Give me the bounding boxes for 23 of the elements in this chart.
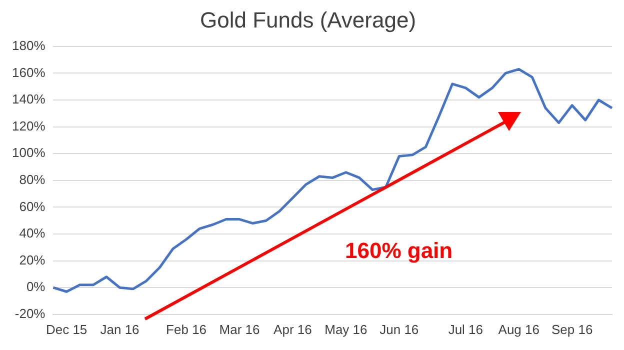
y-tick-label: 180% xyxy=(12,38,46,53)
x-tick-label: May 16 xyxy=(324,322,368,337)
x-tick-label: Sep 16 xyxy=(551,322,593,337)
y-tick-label: 40% xyxy=(19,226,46,241)
x-tick-label: Jul 16 xyxy=(448,322,484,337)
y-tick-label: 140% xyxy=(12,92,46,107)
y-tick-label: 0% xyxy=(26,279,46,294)
y-tick-label: -20% xyxy=(14,306,46,321)
x-tick-label: Jan 16 xyxy=(100,322,140,337)
y-tick-label: 20% xyxy=(19,252,46,268)
x-tick-label: Aug 16 xyxy=(498,322,540,337)
y-tick-label: 80% xyxy=(19,172,46,187)
y-tick-label: 100% xyxy=(12,145,46,160)
y-tick-label: 160% xyxy=(12,64,46,80)
x-tick-label: Feb 16 xyxy=(166,322,207,337)
x-tick-label: Jun 16 xyxy=(380,322,419,337)
y-tick-label: 120% xyxy=(12,118,46,134)
chart-title: Gold Funds (Average) xyxy=(200,7,416,32)
x-tick-label: Mar 16 xyxy=(219,322,260,337)
annotation: 160% gain xyxy=(345,238,453,264)
x-tick-label: Dec 15 xyxy=(46,322,88,337)
x-tick-label: Apr 16 xyxy=(274,322,312,337)
y-tick-label: 60% xyxy=(19,198,46,214)
